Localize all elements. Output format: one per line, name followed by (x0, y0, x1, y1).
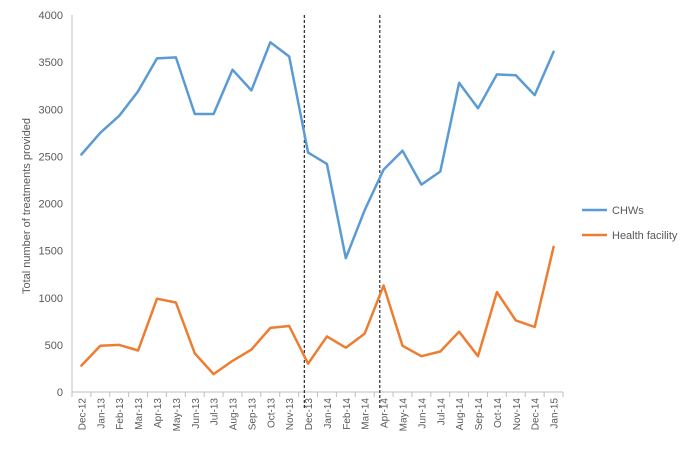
x-tick-label: Apr-13 (153, 398, 164, 428)
y-tick-labels: 0 500 1000 1500 2000 2500 3000 3500 4000 (39, 10, 63, 399)
y-tick-label: 500 (45, 340, 63, 352)
x-tick-label: Jan-13 (96, 398, 107, 429)
x-tick-label: Jul-14 (436, 398, 447, 426)
y-tick-label: 2500 (39, 151, 63, 163)
x-tick-label: Oct-14 (493, 398, 504, 428)
y-tick-label: 4000 (39, 10, 63, 22)
x-tick-label: Dec-13 (304, 398, 315, 431)
y-axis-label: Total number of treatments provided (21, 118, 33, 294)
series-line-health-facility (80, 245, 555, 376)
y-tick-label: 1000 (39, 293, 63, 305)
x-tick-labels: Dec-12 Jan-13 Feb-13 Mar-13 Apr-13 May-13 Jun-… (77, 398, 560, 432)
x-tick-label: Dec-12 (77, 398, 88, 431)
x-tick-label: May-14 (398, 398, 409, 432)
x-tick-label: Aug-13 (229, 398, 240, 431)
x-tick-label: Jun-13 (191, 398, 202, 429)
legend-label: CHWs (612, 205, 644, 217)
series-lines (80, 41, 555, 376)
y-tick-label: 1500 (39, 246, 63, 258)
x-tick-label: Oct-13 (266, 398, 277, 428)
series-line-chws (80, 41, 555, 260)
x-tick-label: Jan-14 (323, 398, 334, 429)
legend-label: Health facility (612, 230, 678, 242)
x-tick-label: Mar-14 (361, 398, 372, 430)
x-tick-label: Nov-14 (512, 398, 523, 431)
x-tick-label: Aug-14 (455, 398, 466, 431)
x-tick-label: May-13 (172, 398, 183, 432)
y-tick-label: 0 (57, 387, 63, 399)
x-tick-label: Sep-13 (247, 398, 258, 431)
y-tick-label: 3000 (39, 104, 63, 116)
y-tick-label: 3500 (39, 57, 63, 69)
x-tick-label: Mar-13 (134, 398, 145, 430)
x-tick-label: Jan-15 (550, 398, 561, 429)
legend[interactable]: CHWs Health facility (582, 205, 678, 242)
x-tick-label: Jun-14 (417, 398, 428, 429)
x-tick-label: Feb-14 (342, 398, 353, 430)
x-tick-label: Jul-13 (210, 398, 221, 426)
y-tick-label: 2000 (39, 199, 63, 211)
x-tick-label: Dec-14 (531, 398, 542, 431)
x-tick-label: Nov-13 (285, 398, 296, 431)
x-tick-label: Sep-14 (474, 398, 485, 431)
vertical-markers (303, 15, 381, 408)
x-tick-label: Feb-13 (115, 398, 126, 430)
axes-group (71, 15, 564, 397)
x-tick-label: Apr-14 (380, 398, 391, 428)
